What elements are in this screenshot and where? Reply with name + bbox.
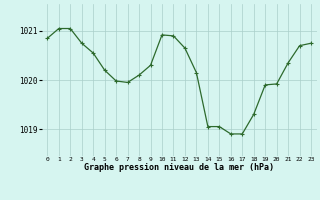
X-axis label: Graphe pression niveau de la mer (hPa): Graphe pression niveau de la mer (hPa) (84, 163, 274, 172)
